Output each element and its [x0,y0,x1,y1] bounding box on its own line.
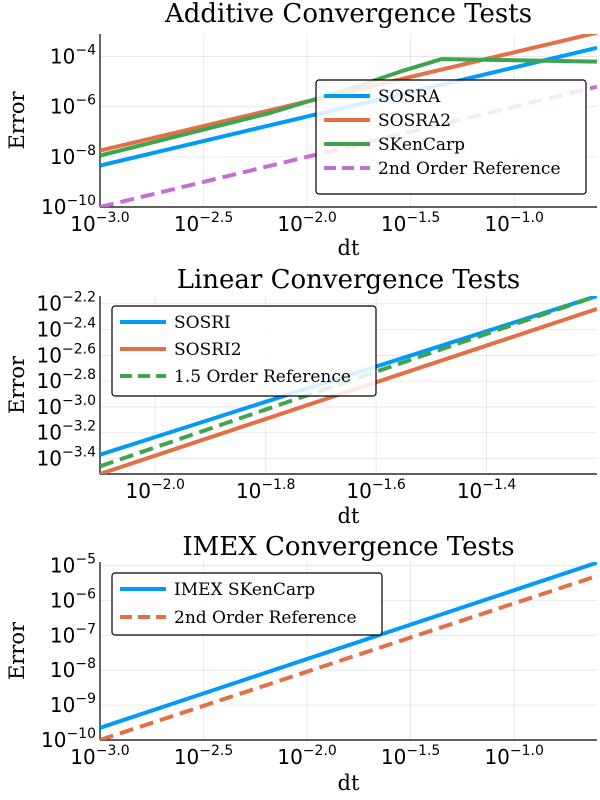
y-tick-label: 10−3.0 [37,393,96,419]
y-tick-label: 10−2.4 [37,316,97,342]
x-axis-label: dt [338,771,360,795]
legend-label: SOSRA [378,87,441,107]
y-tick-label: 10−8 [50,143,96,169]
y-tick-label: 10−2.6 [37,341,97,367]
series-line-1 [100,562,597,730]
x-tick-label: 10−2.0 [125,477,184,503]
x-tick-label: 10−1.5 [381,210,440,236]
legend-box [315,79,587,195]
legend-label: IMEX SKenCarp [174,580,315,600]
chart-title: Linear Convergence Tests [177,265,521,295]
x-tick-label: 10−2.0 [277,210,336,236]
legend-label: SKenCarp [378,135,465,155]
legend-label: SOSRA2 [378,111,451,131]
series-group [100,562,597,740]
y-tick-label: 10−6 [50,586,96,612]
y-tick-label: 10−5 [50,551,96,577]
y-axis-label: Error [5,90,29,149]
y-tick-label: 10−3.4 [37,445,97,471]
y-tick-label: 10−10 [41,193,96,219]
legend-label: SOSRI2 [174,340,242,360]
legend-label: SOSRI [174,313,231,333]
y-tick-label: 10−7 [50,621,96,647]
x-tick-label: 10−3.0 [70,210,129,236]
y-tick-label: 10−2.2 [37,290,96,316]
chart-panel-3: 10−3.0 10−2.5 10−2.0 10−1.5 10−1.0 10−10 10−9 1… [5,532,597,795]
y-tick-label: 10−6 [50,93,96,119]
x-tick-label: 10−2.5 [174,210,233,236]
legend-box [111,305,377,397]
x-axis-label: dt [338,504,360,528]
legend: SOSRI SOSRI2 1.5 Order Reference [111,305,377,397]
legend-box [111,572,383,636]
x-tick-label: 10−1.8 [236,477,295,503]
x-tick-label: 10−1.0 [484,743,543,769]
x-tick-label: 10−1.5 [381,743,440,769]
legend-label: 2nd Order Reference [378,159,561,179]
y-tick-label: 10−2.8 [37,367,96,393]
y-tick-label: 10−10 [41,726,96,752]
chart-panel-2: 10−2.0 10−1.8 10−1.6 10−1.4 10−3.410−3.210−3… [5,265,597,528]
chart-title: IMEX Convergence Tests [182,532,514,562]
y-axis-label: Error [5,621,29,680]
series-line-2 [100,574,597,740]
x-tick-label: 10−1.6 [346,477,406,503]
x-tick-label: 10−3.0 [70,743,129,769]
x-tick-label: 10−2.5 [174,743,233,769]
y-tick-label: 10−4 [50,43,96,69]
y-tick-label: 10−3.2 [37,419,96,445]
legend-label: 2nd Order Reference [174,608,357,628]
y-tick-label: 10−9 [50,691,96,717]
chart-title: Additive Convergence Tests [164,0,532,29]
legend: IMEX SKenCarp 2nd Order Reference [111,572,383,636]
chart-panel-1: 10−3.0 10−2.5 10−2.0 10−1.5 10−1.0 10−10 10−8 1… [5,0,597,260]
legend-label: 1.5 Order Reference [174,367,351,387]
y-axis-label: Error [5,355,29,414]
x-tick-label: 10−1.4 [457,477,517,503]
y-tick-label: 10−8 [50,656,96,682]
x-tick-label: 10−1.0 [484,210,543,236]
x-axis-label: dt [338,236,360,260]
x-tick-label: 10−2.0 [277,743,336,769]
legend: SOSRA SOSRA2 SKenCarp 2nd Order Reference [315,79,587,195]
